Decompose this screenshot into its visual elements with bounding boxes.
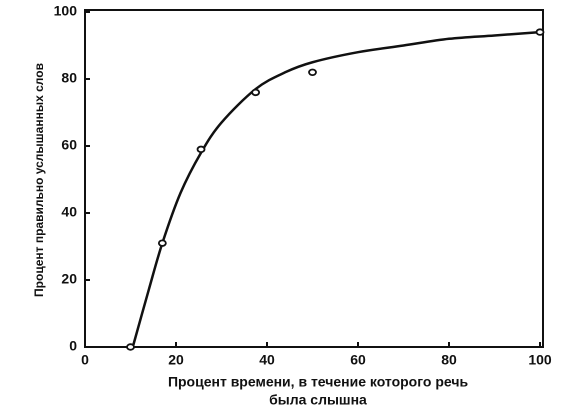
data-point xyxy=(251,88,261,97)
x-tick-label: 100 xyxy=(528,352,552,368)
data-point xyxy=(157,239,167,247)
data-point xyxy=(535,28,545,36)
plot-frame xyxy=(84,9,544,348)
y-tick-label: 0 xyxy=(69,338,77,354)
data-point xyxy=(126,343,135,351)
fit-curve xyxy=(131,30,541,348)
y-tick-label: 80 xyxy=(61,70,77,86)
y-tick-label: 60 xyxy=(61,137,77,153)
y-axis-label: Процент правильно услышанных слов xyxy=(32,63,46,297)
x-tick-label: 20 xyxy=(168,352,184,368)
x-axis-label: Процент времени, в течение которого речь xyxy=(168,374,469,390)
x-axis-label: была слышна xyxy=(269,392,367,408)
y-tick-label: 100 xyxy=(54,3,78,19)
data-point xyxy=(308,68,317,76)
x-tick-label: 40 xyxy=(259,352,275,368)
x-tick-label: 60 xyxy=(350,352,366,368)
y-tick-label: 20 xyxy=(61,271,77,287)
data-point xyxy=(196,145,206,154)
x-tick-label: 0 xyxy=(81,352,89,368)
x-tick-label: 80 xyxy=(441,352,457,368)
y-tick-label: 40 xyxy=(61,204,77,220)
